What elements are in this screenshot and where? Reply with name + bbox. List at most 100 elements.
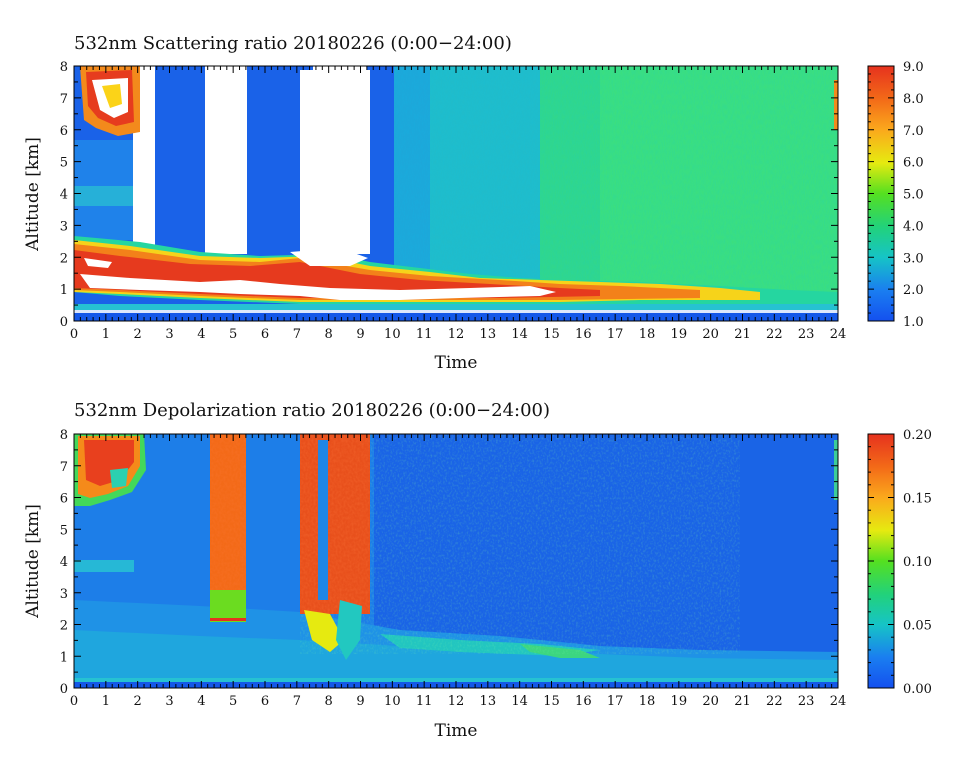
x-tick-label: 1 [102, 694, 110, 709]
x-tick-label: 23 [798, 327, 815, 342]
y-tick-label: 5 [60, 523, 68, 538]
x-tick-label: 15 [543, 327, 560, 342]
depolarization-heatmap [74, 434, 838, 688]
x-tick-label: 9 [356, 327, 364, 342]
colorbar-tick-label: 4.0 [903, 219, 924, 234]
x-tick-label: 5 [229, 694, 237, 709]
depolarization-x-axis-label: Time [435, 721, 478, 741]
scattering-x-axis-label: Time [435, 353, 478, 373]
x-tick-label: 8 [325, 694, 333, 709]
y-tick-label: 2 [60, 619, 68, 634]
depolarization-y-axis-label: Altitude [km] [23, 504, 43, 619]
y-tick-label: 3 [60, 219, 68, 234]
y-tick-label: 6 [60, 492, 68, 507]
x-tick-label: 20 [702, 327, 719, 342]
colorbar-tick-label: 0.15 [903, 492, 932, 507]
colorbar-tick-label: 9.0 [903, 60, 924, 75]
colorbar-tick-label: 0.10 [903, 555, 932, 570]
colorbar-tick-label: 8.0 [903, 92, 924, 107]
x-tick-label: 22 [766, 327, 783, 342]
y-tick-label: 3 [60, 587, 68, 602]
depol-right-edge [834, 440, 838, 500]
scattering-surface-line [74, 310, 838, 313]
scattering-heatmap [74, 66, 838, 321]
scattering-axes: 0 1 2 3 4 5 6 7 8 9 10 11 12 13 14 15 16 17 18 19 20 21 22 23 24… [60, 60, 847, 342]
x-tick-label: 1 [102, 327, 110, 342]
y-tick-label: 8 [60, 60, 68, 75]
x-tick-label: 12 [448, 694, 465, 709]
depol-column-2-base [304, 610, 344, 652]
y-tick-label: 1 [60, 650, 68, 665]
x-tick-label: 16 [575, 694, 592, 709]
colorbar-tick-label: 3.0 [903, 251, 924, 266]
x-tick-label: 6 [261, 694, 269, 709]
x-tick-label: 9 [356, 694, 364, 709]
colorbar-tick-label: 0.00 [903, 682, 932, 697]
scattering-ratio-panel: 532nm Scattering ratio 20180226 (0:00−24… [23, 33, 924, 373]
x-tick-label: 13 [480, 694, 497, 709]
x-tick-label: 23 [798, 694, 815, 709]
x-tick-label: 21 [734, 694, 751, 709]
y-tick-label: 1 [60, 283, 68, 298]
x-tick-label: 18 [639, 694, 656, 709]
x-tick-label: 21 [734, 327, 751, 342]
colorbar-tick-label: 1.0 [903, 315, 924, 330]
depolarization-axes: 0 1 2 3 4 5 6 7 8 9 10 11 12 13 14 15 16 17 18 19 20 21 22 23 24… [60, 428, 847, 709]
scattering-surface-band [74, 304, 838, 310]
depol-surface-band [74, 678, 838, 682]
depol-aerosol-band [74, 560, 134, 572]
x-tick-label: 14 [511, 327, 528, 342]
y-tick-label: 7 [60, 92, 68, 107]
y-tick-label: 7 [60, 460, 68, 475]
x-tick-label: 7 [293, 327, 301, 342]
scattering-chart-title: 532nm Scattering ratio 20180226 (0:00−24… [74, 33, 512, 54]
x-tick-label: 13 [480, 327, 497, 342]
x-tick-label: 6 [261, 327, 269, 342]
colorbar-tick-label: 2.0 [903, 283, 924, 298]
y-tick-label: 5 [60, 156, 68, 171]
depol-speckle-texture [300, 434, 740, 654]
x-tick-label: 2 [134, 694, 142, 709]
scattering-cloud-column-3 [300, 70, 370, 254]
scattering-colorbar-ticks: 1.0 2.0 3.0 4.0 5.0 6.0 7.0 8.0 9.0 [868, 60, 924, 330]
x-tick-label: 20 [702, 694, 719, 709]
x-tick-label: 24 [830, 327, 847, 342]
depol-column-1-base [210, 590, 246, 622]
x-tick-label: 0 [70, 694, 78, 709]
scattering-y-axis-label: Altitude [km] [23, 137, 43, 252]
scattering-right-edge-cloud [834, 80, 838, 130]
x-tick-label: 14 [511, 694, 528, 709]
x-tick-label: 18 [639, 327, 656, 342]
colorbar-tick-label: 7.0 [903, 124, 924, 139]
depolarization-colorbar-ticks: 0.00 0.05 0.10 0.15 0.20 [868, 428, 932, 697]
y-tick-label: 8 [60, 428, 68, 443]
x-tick-label: 17 [607, 694, 624, 709]
y-tick-label: 0 [60, 315, 68, 330]
x-tick-label: 10 [384, 327, 401, 342]
colorbar-tick-label: 0.05 [903, 619, 932, 634]
x-tick-label: 16 [575, 327, 592, 342]
x-tick-label: 15 [543, 694, 560, 709]
scattering-cirrus-center [102, 84, 122, 108]
depol-lowlayer-mid [74, 630, 838, 684]
colorbar-tick-label: 0.20 [903, 428, 932, 443]
y-tick-label: 4 [60, 188, 68, 203]
depolarization-ratio-panel: 532nm Depolarization ratio 20180226 (0:0… [23, 400, 932, 741]
x-tick-label: 10 [384, 694, 401, 709]
colorbar-tick-label: 5.0 [903, 188, 924, 203]
colorbar-tick-label: 6.0 [903, 156, 924, 171]
x-tick-label: 24 [830, 694, 847, 709]
x-tick-label: 2 [134, 327, 142, 342]
scattering-cloud-column-2 [205, 66, 247, 254]
x-tick-label: 19 [671, 694, 688, 709]
y-tick-label: 4 [60, 555, 68, 570]
x-tick-label: 4 [197, 694, 205, 709]
depol-column-1-base-line [210, 618, 246, 621]
x-tick-label: 22 [766, 694, 783, 709]
scattering-lowcloud-1 [74, 186, 134, 206]
y-tick-label: 0 [60, 682, 68, 697]
scattering-cloud-column-3-top [313, 66, 367, 72]
depol-cirrus-hole [110, 468, 128, 488]
x-tick-label: 11 [416, 694, 433, 709]
